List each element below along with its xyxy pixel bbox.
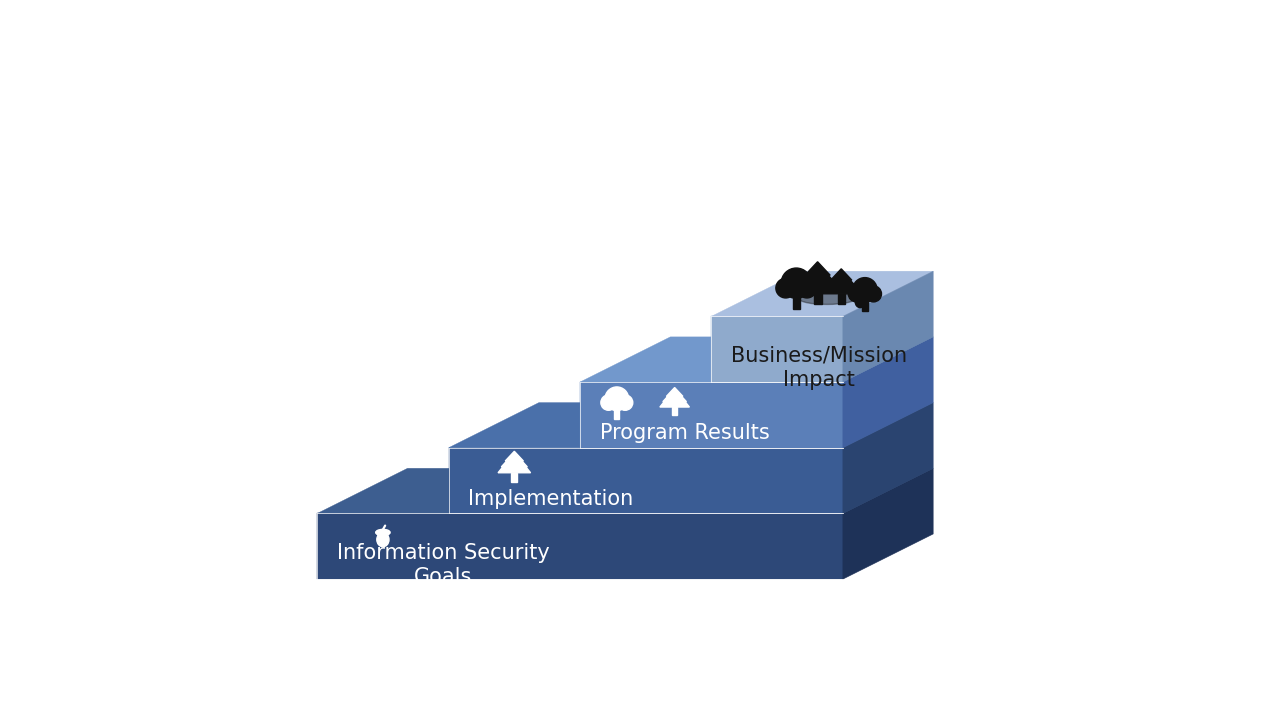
Polygon shape [667,387,684,397]
Circle shape [781,268,812,298]
Polygon shape [842,402,933,513]
Polygon shape [672,407,677,415]
Polygon shape [448,402,933,448]
Polygon shape [502,453,527,467]
Polygon shape [800,264,836,284]
Ellipse shape [376,529,390,536]
Ellipse shape [854,294,867,299]
Ellipse shape [855,296,865,307]
Polygon shape [580,337,933,382]
Polygon shape [838,294,845,305]
Ellipse shape [376,532,389,546]
Circle shape [797,278,817,298]
Polygon shape [814,292,822,304]
Polygon shape [498,453,531,473]
Circle shape [605,387,628,410]
Polygon shape [448,448,842,513]
Polygon shape [614,405,620,419]
Polygon shape [842,468,933,579]
Polygon shape [831,269,852,280]
Polygon shape [660,389,690,407]
Circle shape [600,395,616,410]
Polygon shape [663,389,686,402]
Polygon shape [805,262,831,275]
Circle shape [849,286,864,302]
Circle shape [852,278,877,302]
Polygon shape [712,316,842,382]
Circle shape [865,286,882,302]
Polygon shape [506,451,524,461]
Polygon shape [842,337,933,448]
Polygon shape [863,297,868,311]
Polygon shape [317,468,933,513]
Polygon shape [826,270,856,287]
Circle shape [617,395,632,410]
Polygon shape [842,271,933,382]
Text: Implementation: Implementation [468,489,634,509]
Text: Business/Mission
Impact: Business/Mission Impact [731,346,908,390]
Text: Information Security
Goals: Information Security Goals [337,543,549,587]
Polygon shape [822,270,860,294]
Polygon shape [580,382,842,448]
Polygon shape [712,271,933,316]
Polygon shape [317,513,842,579]
Ellipse shape [799,292,855,305]
Polygon shape [512,473,517,482]
Polygon shape [792,292,800,309]
Circle shape [776,278,796,298]
Text: Program Results: Program Results [600,423,769,444]
Polygon shape [795,264,840,292]
